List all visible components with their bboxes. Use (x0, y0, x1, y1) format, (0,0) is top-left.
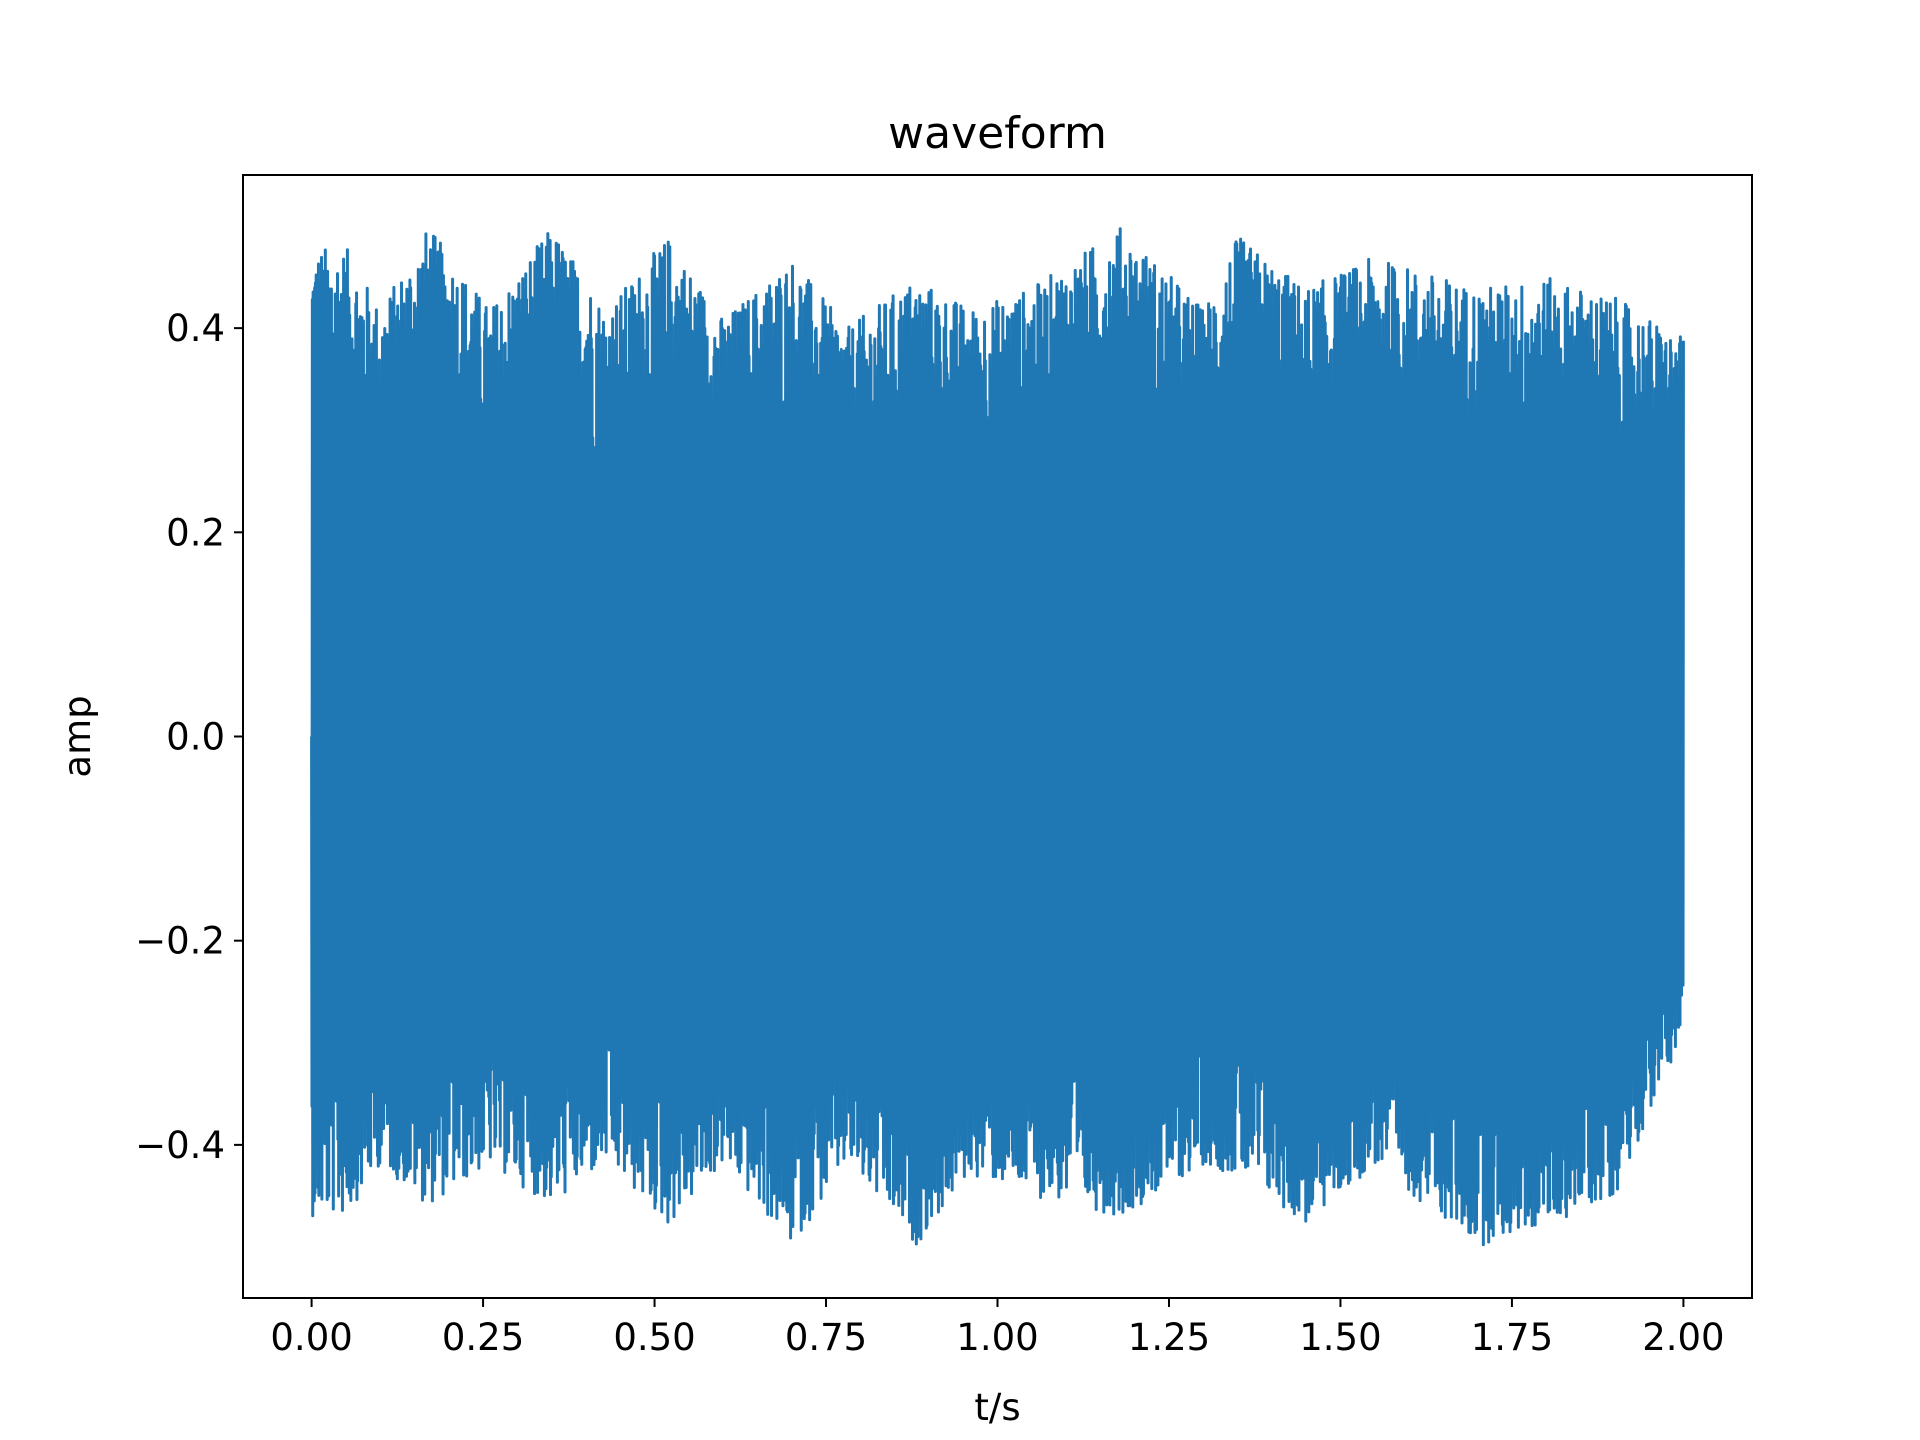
x-tick-label: 0.00 (270, 1316, 352, 1359)
y-axis-ticks: −0.4 −0.2 0.0 0.2 0.4 (135, 307, 243, 1167)
y-tick-label: −0.4 (135, 1124, 225, 1167)
y-tick-label: −0.2 (135, 920, 225, 963)
x-tick-label: 1.25 (1128, 1316, 1210, 1359)
x-axis-label: t/s (974, 1386, 1020, 1429)
y-tick-label: 0.4 (166, 307, 225, 350)
x-tick-label: 1.75 (1471, 1316, 1553, 1359)
x-tick-label: 0.50 (613, 1316, 695, 1359)
y-tick-label: 0.0 (166, 716, 225, 759)
y-axis-label: amp (56, 695, 99, 777)
chart-title: waveform (888, 108, 1107, 159)
waveform-series-line (310, 227, 1685, 1247)
x-tick-label: 0.25 (442, 1316, 524, 1359)
data-layer (310, 227, 1685, 1247)
x-tick-label: 0.75 (785, 1316, 867, 1359)
y-tick-label: 0.2 (166, 511, 225, 554)
x-tick-label: 2.00 (1642, 1316, 1724, 1359)
x-axis-ticks: 0.00 0.25 0.50 0.75 1.00 1.25 1.50 1.75 2.00 (270, 1298, 1725, 1359)
x-tick-label: 1.50 (1299, 1316, 1381, 1359)
x-tick-label: 1.00 (956, 1316, 1038, 1359)
